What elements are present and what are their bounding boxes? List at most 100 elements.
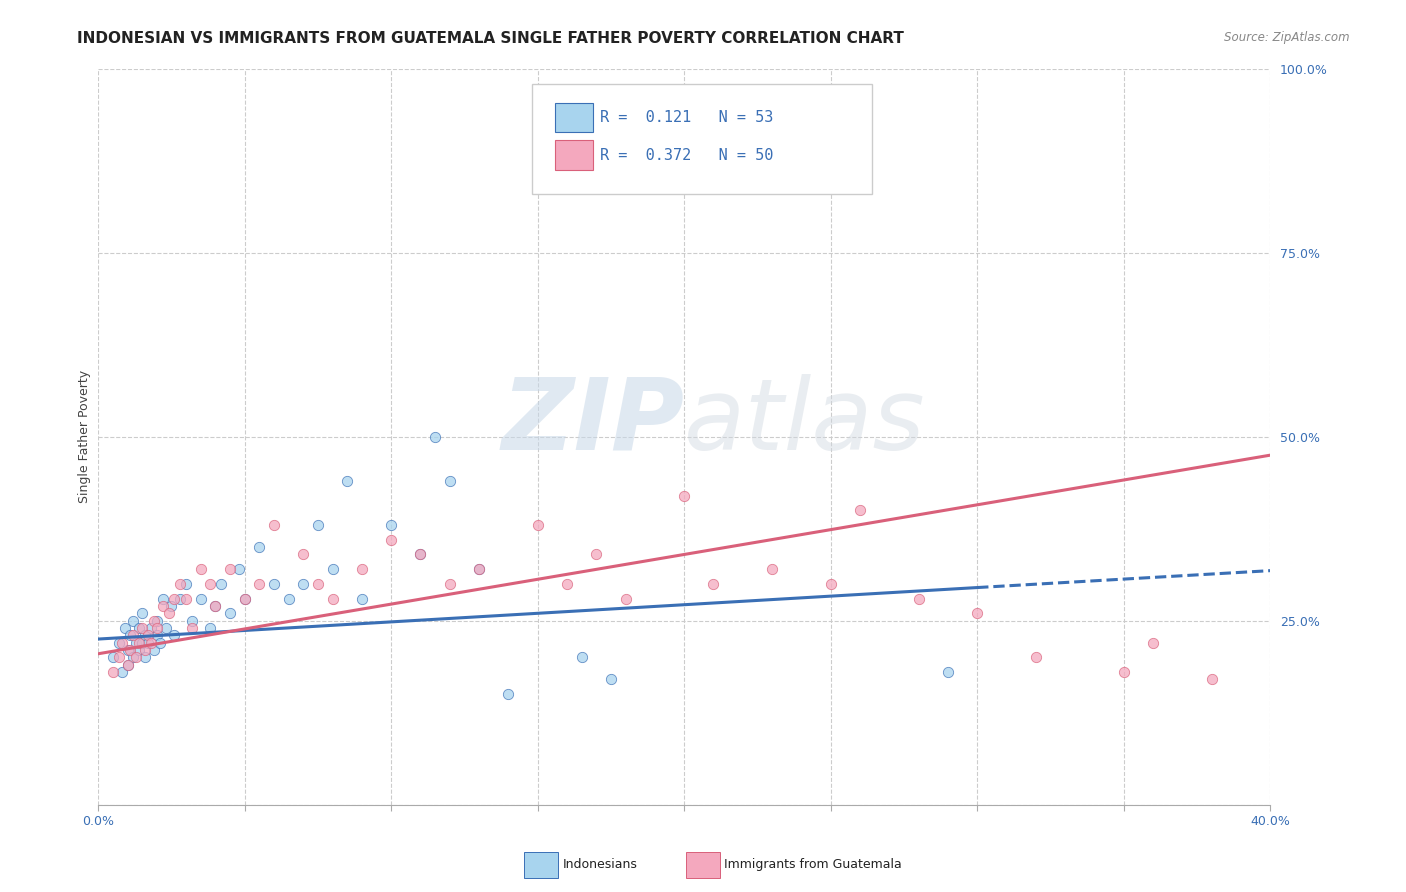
Point	[125, 636, 148, 650]
Text: R =  0.121   N = 53: R = 0.121 N = 53	[600, 110, 773, 125]
Point	[277, 591, 299, 606]
Point	[233, 591, 256, 606]
Point	[134, 643, 156, 657]
Point	[139, 621, 162, 635]
Point	[233, 591, 256, 606]
Point	[350, 591, 373, 606]
Point	[114, 621, 136, 635]
Point	[468, 562, 491, 576]
Point	[526, 518, 548, 533]
Point	[966, 607, 988, 621]
Point	[134, 650, 156, 665]
Point	[409, 548, 432, 562]
Point	[190, 562, 212, 576]
Point	[292, 548, 315, 562]
Point	[142, 614, 165, 628]
Point	[128, 636, 150, 650]
Point	[163, 628, 186, 642]
Point	[204, 599, 226, 613]
Point	[131, 621, 153, 635]
Point	[136, 636, 159, 650]
Point	[117, 657, 139, 672]
Point	[120, 628, 142, 642]
Point	[380, 518, 402, 533]
Point	[219, 607, 242, 621]
Point	[702, 577, 724, 591]
Point	[122, 614, 145, 628]
Point	[409, 548, 432, 562]
Point	[468, 562, 491, 576]
Point	[322, 562, 344, 576]
Point	[1201, 673, 1223, 687]
Point	[498, 687, 520, 701]
Point	[1112, 665, 1135, 680]
Point	[136, 628, 159, 642]
Point	[936, 665, 959, 680]
Point	[1025, 650, 1047, 665]
FancyBboxPatch shape	[555, 140, 593, 169]
Point	[228, 562, 250, 576]
Point	[673, 489, 696, 503]
Point	[198, 577, 221, 591]
Point	[139, 636, 162, 650]
Point	[439, 474, 461, 488]
Point	[125, 650, 148, 665]
Point	[600, 673, 623, 687]
Point	[152, 591, 174, 606]
Point	[146, 628, 169, 642]
Point	[131, 607, 153, 621]
Point	[101, 665, 124, 680]
Point	[292, 577, 315, 591]
Point	[219, 562, 242, 576]
Y-axis label: Single Father Poverty: Single Father Poverty	[79, 370, 91, 503]
FancyBboxPatch shape	[531, 84, 872, 194]
Point	[134, 628, 156, 642]
Text: Immigrants from Guatemala: Immigrants from Guatemala	[724, 858, 901, 871]
Point	[160, 599, 183, 613]
Point	[439, 577, 461, 591]
Point	[146, 614, 169, 628]
Text: Source: ZipAtlas.com: Source: ZipAtlas.com	[1225, 31, 1350, 45]
Text: ZIP: ZIP	[501, 374, 685, 471]
Point	[131, 636, 153, 650]
Point	[122, 650, 145, 665]
Point	[174, 591, 197, 606]
Point	[174, 577, 197, 591]
Text: Indonesians: Indonesians	[562, 858, 637, 871]
Point	[204, 599, 226, 613]
Point	[146, 621, 169, 635]
Point	[322, 591, 344, 606]
Point	[247, 577, 270, 591]
Point	[157, 607, 180, 621]
Point	[101, 650, 124, 665]
Point	[111, 636, 134, 650]
Point	[336, 474, 359, 488]
Point	[181, 614, 204, 628]
Point	[169, 591, 191, 606]
Point	[209, 577, 232, 591]
Point	[149, 636, 172, 650]
Point	[122, 628, 145, 642]
Point	[907, 591, 929, 606]
Point	[155, 621, 177, 635]
Point	[307, 577, 329, 591]
Text: atlas: atlas	[685, 374, 925, 471]
Point	[614, 591, 637, 606]
Point	[128, 621, 150, 635]
Point	[128, 643, 150, 657]
Point	[117, 657, 139, 672]
Point	[169, 577, 191, 591]
Point	[263, 577, 285, 591]
Point	[117, 643, 139, 657]
Point	[350, 562, 373, 576]
FancyBboxPatch shape	[555, 103, 593, 132]
Point	[820, 577, 842, 591]
Point	[181, 621, 204, 635]
Point	[1142, 636, 1164, 650]
Text: INDONESIAN VS IMMIGRANTS FROM GUATEMALA SINGLE FATHER POVERTY CORRELATION CHART: INDONESIAN VS IMMIGRANTS FROM GUATEMALA …	[77, 31, 904, 46]
Point	[849, 503, 872, 517]
Point	[555, 577, 578, 591]
Point	[247, 540, 270, 554]
Point	[380, 533, 402, 547]
Point	[107, 636, 129, 650]
